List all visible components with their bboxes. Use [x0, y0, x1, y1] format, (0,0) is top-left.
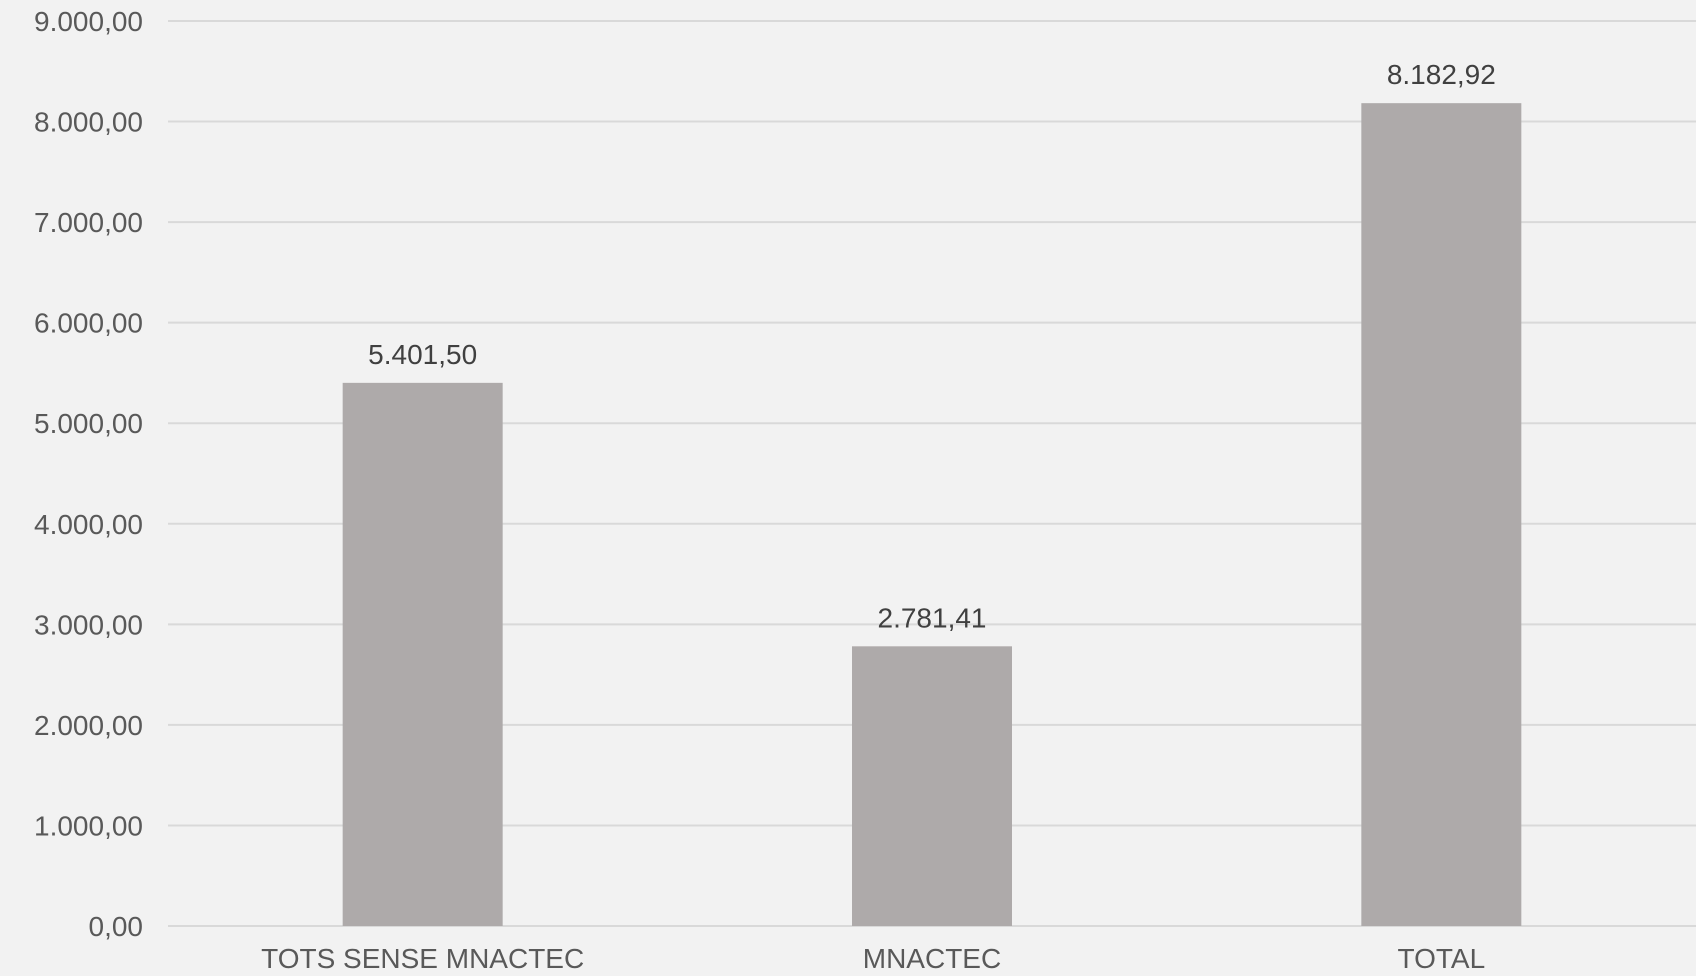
- y-tick-label: 0,00: [89, 911, 144, 942]
- bar: [852, 646, 1012, 926]
- x-category-label: TOTAL: [1398, 943, 1486, 974]
- y-tick-label: 7.000,00: [34, 207, 143, 238]
- y-tick-label: 8.000,00: [34, 107, 143, 138]
- y-tick-label: 5.000,00: [34, 408, 143, 439]
- x-category-label: MNACTEC: [863, 943, 1001, 974]
- bar: [1361, 103, 1522, 927]
- y-tick-label: 3.000,00: [34, 609, 143, 640]
- y-tick-label: 2.000,00: [34, 710, 143, 741]
- x-category-label: TOTS SENSE MNACTEC: [261, 943, 584, 974]
- y-tick-label: 9.000,00: [34, 6, 143, 37]
- bar-value-label: 8.182,92: [1387, 59, 1496, 90]
- y-tick-label: 6.000,00: [34, 308, 143, 339]
- y-tick-label: 4.000,00: [34, 509, 143, 540]
- bars: [342, 103, 1522, 927]
- x-axis-category-labels: TOTS SENSE MNACTEC MNACTEC TOTAL: [261, 943, 1485, 974]
- bar-value-label: 5.401,50: [368, 339, 477, 370]
- y-tick-label: 1.000,00: [34, 810, 143, 841]
- bar-value-label: 2.781,41: [878, 602, 987, 633]
- y-axis-tick-labels: 0,00 1.000,00 2.000,00 3.000,00 4.000,00 5.00…: [34, 6, 143, 942]
- bar: [342, 382, 503, 927]
- data-labels: 5.401,50 2.781,41 8.182,92: [368, 59, 1496, 633]
